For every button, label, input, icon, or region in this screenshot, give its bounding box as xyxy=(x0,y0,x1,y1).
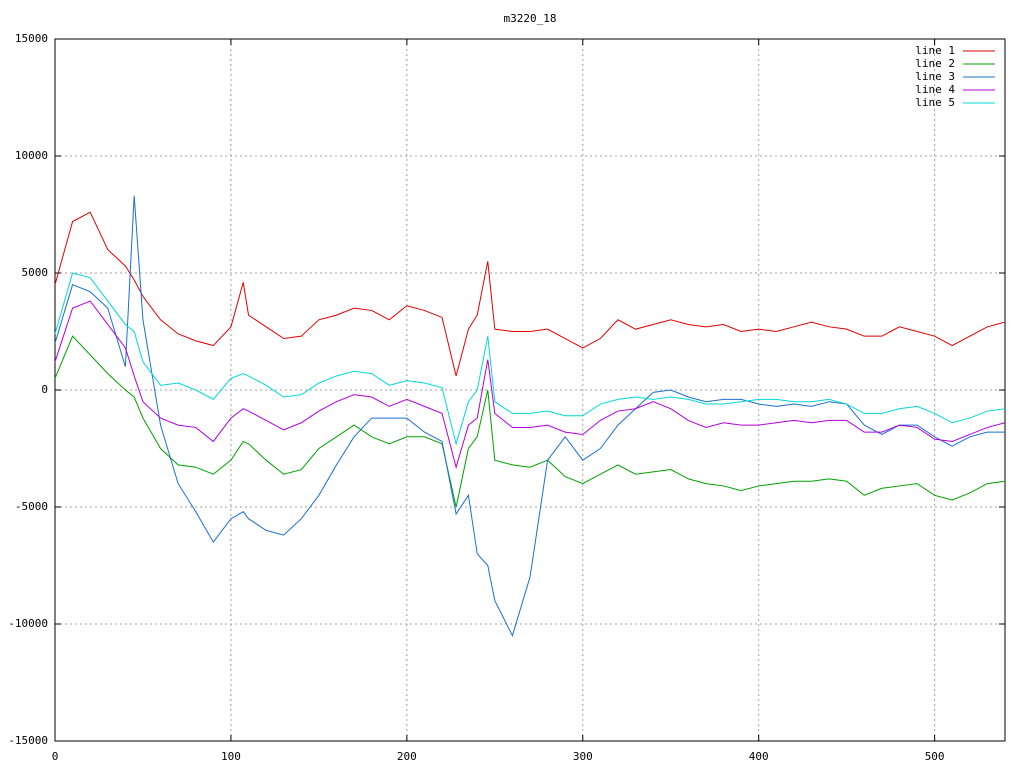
x-tick-label: 100 xyxy=(221,750,241,763)
series-line xyxy=(54,272,1006,446)
x-tick-label: 200 xyxy=(397,750,417,763)
legend-label: line 3 xyxy=(915,70,955,83)
chart-title: m3220_18 xyxy=(504,12,557,25)
y-tick-label: 5000 xyxy=(22,266,49,279)
legend-label: line 4 xyxy=(915,83,955,96)
y-tick-label: -15000 xyxy=(8,734,48,747)
legend-label: line 2 xyxy=(915,57,955,70)
series-line xyxy=(54,300,1006,470)
x-tick-label: 0 xyxy=(52,750,59,763)
series-line xyxy=(54,195,1005,638)
y-tick-label: 10000 xyxy=(15,149,48,162)
legend-label: line 5 xyxy=(915,96,955,109)
legend-label: line 1 xyxy=(915,44,955,57)
y-tick-label: 15000 xyxy=(15,32,48,45)
x-tick-label: 400 xyxy=(749,750,769,763)
series-line xyxy=(54,335,1006,508)
x-tick-label: 500 xyxy=(925,750,945,763)
series-line xyxy=(54,211,1006,377)
y-tick-label: 0 xyxy=(41,383,48,396)
plot-frame xyxy=(54,38,1006,742)
y-tick-label: -5000 xyxy=(15,500,48,513)
x-tick-label: 300 xyxy=(573,750,593,763)
y-tick-label: -10000 xyxy=(8,617,48,630)
